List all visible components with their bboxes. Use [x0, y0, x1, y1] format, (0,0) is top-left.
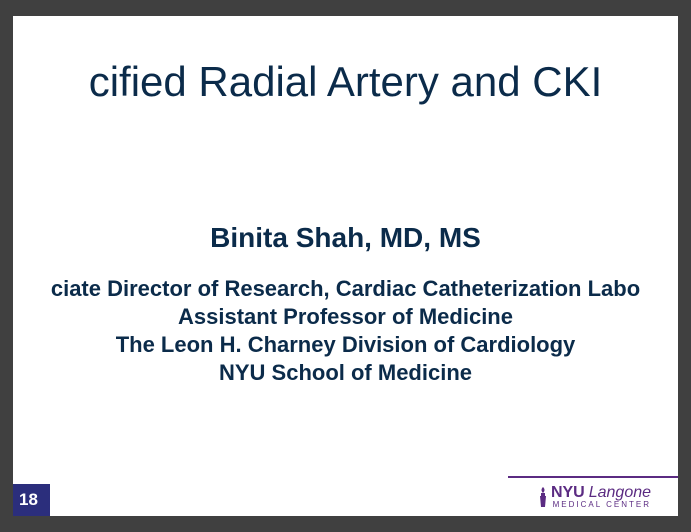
- slide-title: cified Radial Artery and CKI: [13, 58, 678, 106]
- footer-year-badge: 18: [13, 484, 50, 516]
- logo-nyu-text: NYU: [551, 485, 585, 501]
- affiliation-line-3: The Leon H. Charney Division of Cardiolo…: [13, 332, 678, 358]
- logo-subtitle: MEDICAL CENTER: [551, 501, 651, 509]
- author-name: Binita Shah, MD, MS: [13, 222, 678, 254]
- slide-footer: 18 NYU Langone MEDICAL CENTER: [13, 484, 678, 516]
- torch-icon: [535, 485, 551, 509]
- affiliation-line-2: Assistant Professor of Medicine: [13, 304, 678, 330]
- logo-langone-text: Langone: [589, 485, 651, 501]
- affiliation-line-4: NYU School of Medicine: [13, 360, 678, 386]
- logo-text: NYU Langone MEDICAL CENTER: [551, 485, 651, 509]
- nyu-langone-logo: NYU Langone MEDICAL CENTER: [508, 476, 678, 516]
- presentation-slide: cified Radial Artery and CKI Binita Shah…: [13, 16, 678, 516]
- affiliation-line-1: ciate Director of Research, Cardiac Cath…: [13, 276, 678, 302]
- slide-container: cified Radial Artery and CKI Binita Shah…: [0, 0, 691, 532]
